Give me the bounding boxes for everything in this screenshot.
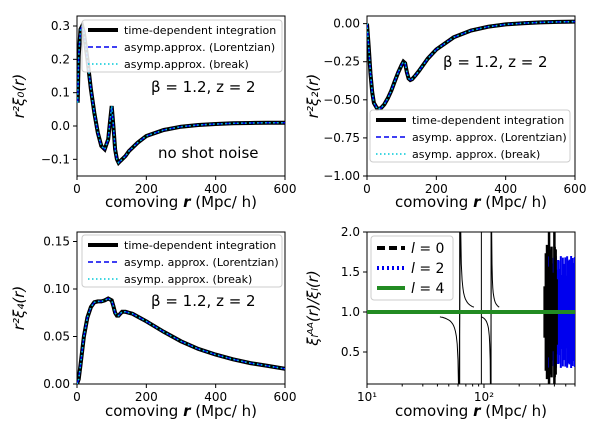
legend-label: time-dependent integration [124,239,276,252]
plot-marks [367,232,575,384]
y-tick-label: −1.00 [323,169,360,183]
y-axis-label: ξₗᴬᴬ(r)/ξₗ(r) [304,270,322,346]
y-tick-label: 0.00 [333,17,360,31]
x-tick-label: 200 [425,182,448,196]
legend: time-dependent integration asymp. approx… [81,234,283,288]
x-tick-label: 400 [204,182,227,196]
tick-labels: 0 200 400 600 −1.00 −0.75 −0.50 −0.25 0.00 [323,17,586,196]
legend-label: asymp.approx. (Lorentzian) [124,41,275,54]
x-tick-label: 10¹ [357,390,377,404]
series-break-line [77,23,285,164]
y-tick-label: 0.5 [341,345,360,359]
annotation-param: β = 1.2, z = 2 [443,53,548,71]
legend-box [81,19,283,73]
x-tick-label: 0 [73,390,81,404]
plot-marks [367,19,575,112]
legend-box [369,109,571,163]
annotation-param: β = 1.2, z = 2 [151,292,256,310]
y-tick-label: 0.0 [51,119,70,133]
legend-label: asymp. approx. (Lorentzian) [412,131,567,144]
y-tick-label: 0.10 [43,282,70,296]
legend-box [81,234,283,288]
x-tick-label: 10² [474,390,494,404]
legend-label: asymp.approx. (break) [124,58,249,71]
legend-box [370,235,454,301]
legend: l = 0 l = 2 l = 4 [370,235,454,301]
x-axis-label: comoving r (Mpc/ h) [395,193,547,211]
y-tick-label: 0.3 [51,19,70,33]
legend-label: l = 2 [411,261,444,277]
plot-frame [366,15,576,177]
panel-xi0: 0 200 400 600 −0.1 0.0 0.1 0.2 0.3 time-dependen… [10,15,297,211]
y-axis-label: r²ξ₀(r) [10,74,28,118]
y-tick-label: −0.25 [323,55,360,69]
legend-label: asymp. approx. (break) [124,273,252,286]
legend-label: time-dependent integration [124,24,276,37]
annotation-no-shot-noise: no shot noise [158,144,259,162]
series-break-line [367,20,575,110]
y-tick-label: 1.0 [341,305,360,319]
tick-labels: 10¹ 10² 0.5 1.0 1.5 2.0 [341,225,576,404]
ratio-series [367,232,575,384]
panel-ratio: 10¹ 10² 0.5 1.0 1.5 2.0 l = 0 l = 2 l = 4 com… [304,225,576,420]
x-tick-label: 200 [135,390,158,404]
legend-label: l = 0 [411,241,444,257]
legend-label: l = 4 [411,281,445,297]
tick-labels: 0 200 400 600 −0.1 0.0 0.1 0.2 0.3 [41,19,297,196]
x-axis-label: comoving r (Mpc/ h) [105,193,257,211]
x-tick-label: 200 [135,182,158,196]
x-tick-label: 0 [73,182,81,196]
x-tick-label: 400 [204,390,227,404]
panel-xi2: 0 200 400 600 −1.00 −0.75 −0.50 −0.25 0.00 β = 1… [304,15,586,211]
y-axis-label: r²ξ₂(r) [304,74,322,118]
legend-label: time-dependent integration [412,114,564,127]
y-tick-label: 2.0 [341,225,360,239]
y-tick-label: 1.5 [341,265,360,279]
panel-xi4: 0 200 400 600 0.00 0.05 0.10 0.15 time-dependen… [10,231,296,420]
annotation-param: β = 1.2, z = 2 [151,78,256,96]
plot-frame [76,231,286,385]
y-tick-label: −0.50 [323,93,360,107]
legend: time-dependent integration asymp.approx.… [81,19,283,73]
y-tick-label: 0.2 [51,52,70,66]
x-tick-label: 600 [274,182,297,196]
legend-label: asymp. approx. (break) [412,148,540,161]
y-tick-label: −0.1 [41,152,70,166]
legend-label: asymp. approx. (Lorentzian) [124,256,279,269]
x-tick-label: 600 [564,182,587,196]
y-tick-label: 0.15 [43,235,70,249]
y-tick-label: 0.00 [43,377,70,391]
legend: time-dependent integration asymp. approx… [369,109,571,163]
x-axis-label: comoving r (Mpc/ h) [395,402,547,420]
series-break-line [77,297,285,384]
y-axis-label: r²ξ₄(r) [10,286,28,330]
x-tick-label: 0 [363,182,371,196]
tick-labels: 0 200 400 600 0.00 0.05 0.10 0.15 [43,235,296,405]
y-tick-label: 0.1 [51,86,70,100]
x-tick-label: 400 [494,182,517,196]
y-tick-label: −0.75 [323,131,360,145]
y-tick-label: 0.05 [43,330,70,344]
plot-marks [77,296,285,384]
x-axis-label: comoving r (Mpc/ h) [105,402,257,420]
x-tick-label: 600 [274,390,297,404]
